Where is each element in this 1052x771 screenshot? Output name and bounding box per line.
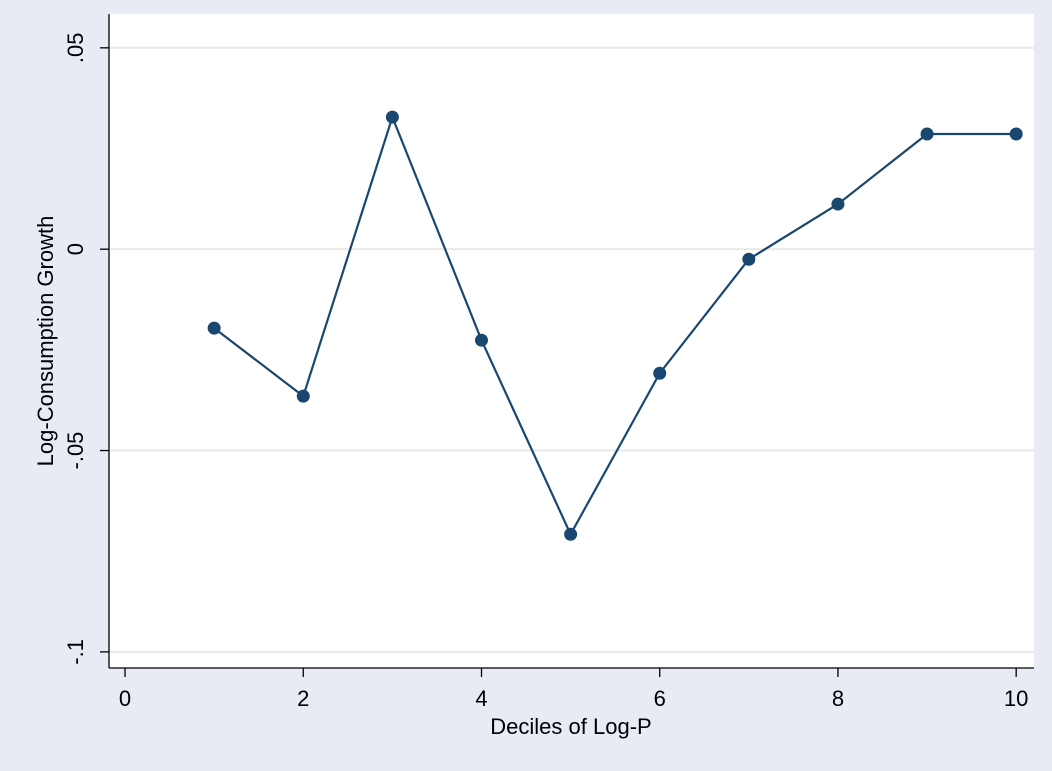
data-point (1009, 127, 1023, 141)
data-point (653, 366, 667, 380)
x-tick-label: 10 (1004, 686, 1028, 711)
plot-area (109, 14, 1034, 668)
data-point (296, 389, 310, 403)
x-tick-label: 6 (654, 686, 666, 711)
x-axis-title: Deciles of Log-P (490, 714, 651, 739)
data-point (920, 127, 934, 141)
data-point (564, 527, 578, 541)
data-point (831, 197, 845, 211)
y-axis-title: Log-Consumption Growth (33, 216, 58, 467)
x-tick-label: 2 (297, 686, 309, 711)
data-point (207, 321, 221, 335)
data-point (385, 110, 399, 124)
data-point (474, 333, 488, 347)
y-tick-label: 0 (63, 243, 88, 255)
x-tick-label: 4 (475, 686, 487, 711)
x-tick-label: 8 (832, 686, 844, 711)
x-tick-label: 0 (119, 686, 131, 711)
data-point (742, 252, 756, 266)
data-line (213, 113, 1017, 537)
y-tick-label: -.05 (63, 432, 88, 470)
y-tick-label: -.1 (63, 639, 88, 665)
y-tick-label: .05 (63, 33, 88, 64)
